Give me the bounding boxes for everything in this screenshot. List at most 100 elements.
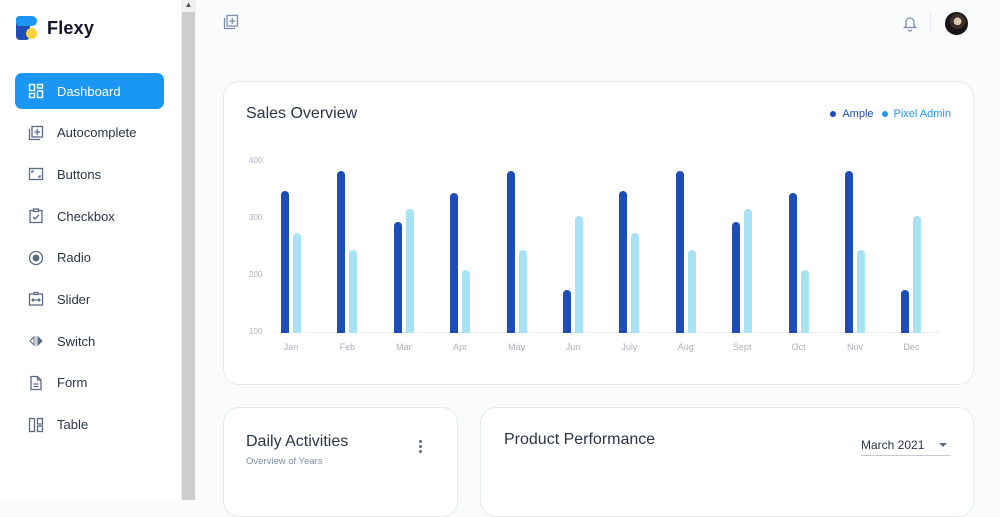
logo[interactable]: Flexy (16, 16, 94, 40)
x-axis-line (274, 332, 940, 333)
x-tick-label: Sept (732, 342, 752, 352)
bar-pixel-admin[interactable] (744, 208, 753, 333)
document-icon (28, 375, 44, 391)
card-title: Sales Overview (246, 105, 358, 122)
sidebar-item-switch[interactable]: Switch (15, 323, 164, 359)
bar-pixel-admin[interactable] (462, 270, 471, 333)
daily-activities-card: Daily Activities Overview of Years (223, 407, 458, 517)
sidebar-nav: Dashboard Autocomplete Buttons Checkbox … (15, 73, 164, 448)
sidebar-item-label: Autocomplete (57, 125, 137, 141)
bar-pixel-admin[interactable] (405, 208, 414, 333)
bar-pixel-admin[interactable] (687, 250, 696, 333)
bar-ample[interactable] (506, 170, 515, 333)
sidebar-item-table[interactable]: Table (15, 407, 164, 443)
sidebar-item-label: Dashboard (57, 83, 121, 99)
library-add-icon[interactable] (223, 14, 239, 30)
y-tick-label: 200 (249, 270, 263, 279)
more-vertical-icon[interactable] (419, 440, 423, 455)
bar-ample[interactable] (675, 170, 684, 333)
library-add-icon (28, 125, 44, 141)
sidebar-scrollbar[interactable]: ▲ (181, 0, 196, 500)
legend-dot-icon (830, 111, 837, 117)
sales-bar-chart: 100 200 300 400 Jan Feb Mar Apr May Jun July Aug Sep… (224, 82, 975, 386)
x-tick-label: Dec (903, 342, 920, 352)
sidebar-item-label: Slider (57, 291, 91, 307)
bell-icon[interactable] (902, 14, 918, 32)
bar-ample[interactable] (845, 170, 853, 333)
dashboard-icon (28, 83, 44, 99)
scrollbar-thumb[interactable] (182, 12, 195, 500)
legend-label: Pixel Admin (893, 108, 951, 120)
bar-ample[interactable] (393, 221, 402, 333)
bar-pixel-admin[interactable] (575, 216, 583, 333)
x-tick-label: Aug (677, 342, 694, 352)
radio-button-icon (28, 250, 44, 266)
x-tick-label: Jan (283, 342, 299, 352)
clipboard-check-icon (28, 208, 44, 224)
bar-ample[interactable] (450, 193, 459, 333)
card-subtitle: Overview of Years (246, 456, 323, 467)
y-tick-label: 300 (249, 213, 263, 222)
aspect-ratio-icon (28, 166, 44, 182)
topbar-divider (930, 12, 931, 34)
sidebar: Flexy Dashboard Autocomplete Buttons Che… (0, 0, 181, 500)
bar-ample[interactable] (619, 190, 628, 333)
app-name: Flexy (47, 17, 95, 38)
chevron-down-icon (939, 442, 947, 447)
month-select-value: March 2021 (861, 437, 925, 452)
legend-dot-icon (881, 111, 888, 117)
chart-legend: Ample Pixel Admin (822, 108, 951, 120)
sidebar-item-autocomplete[interactable]: Autocomplete (15, 115, 164, 151)
topbar (196, 0, 1000, 48)
sidebar-item-label: Radio (57, 250, 91, 266)
user-avatar[interactable] (945, 12, 968, 35)
sales-overview-card: Sales Overview Ample Pixel Admin 100 200 3… (223, 81, 974, 385)
flexy-logo-icon (16, 16, 38, 40)
bar-pixel-admin[interactable] (857, 250, 865, 333)
table-layout-icon (28, 417, 44, 433)
bar-ample[interactable] (281, 190, 289, 333)
card-title: Product Performance (504, 431, 656, 448)
sidebar-item-buttons[interactable]: Buttons (15, 156, 164, 192)
sidebar-item-slider[interactable]: Slider (15, 281, 164, 317)
x-tick-label: Apr (453, 342, 468, 352)
x-tick-label: Jun (565, 342, 581, 352)
legend-label: Ample (842, 108, 874, 120)
sidebar-item-label: Form (57, 375, 88, 391)
sidebar-item-label: Switch (57, 333, 96, 349)
sidebar-item-label: Table (57, 417, 89, 432)
sidebar-item-radio[interactable]: Radio (15, 240, 164, 276)
x-tick-label: Feb (339, 342, 356, 352)
bar-pixel-admin[interactable] (518, 250, 527, 333)
card-title: Daily Activities (246, 433, 349, 450)
scroll-up-arrow-icon[interactable]: ▲ (184, 0, 193, 9)
switch-icon (28, 333, 44, 349)
legend-item-pixel-admin[interactable]: Pixel Admin (881, 108, 951, 120)
legend-item-ample[interactable]: Ample (830, 108, 874, 120)
sidebar-item-label: Checkbox (57, 208, 115, 224)
bar-ample[interactable] (337, 170, 346, 333)
y-tick-label: 400 (249, 156, 263, 165)
slider-icon (28, 291, 44, 307)
bar-pixel-admin[interactable] (293, 233, 301, 333)
bar-pixel-admin[interactable] (631, 233, 640, 333)
bar-ample[interactable] (563, 290, 571, 333)
y-tick-label: 100 (249, 327, 263, 336)
x-tick-label: May (508, 342, 526, 352)
bar-ample[interactable] (901, 290, 910, 333)
bar-ample[interactable] (788, 193, 797, 333)
x-tick-label: July (621, 342, 638, 352)
x-tick-label: Mar (396, 342, 412, 352)
month-select[interactable]: March 2021 (861, 434, 951, 456)
sidebar-item-label: Buttons (57, 166, 102, 182)
bar-pixel-admin[interactable] (800, 270, 809, 333)
sidebar-item-checkbox[interactable]: Checkbox (15, 198, 164, 234)
sidebar-item-form[interactable]: Form (15, 365, 164, 401)
x-tick-label: Nov (846, 342, 863, 352)
bar-pixel-admin[interactable] (913, 216, 922, 333)
bar-ample[interactable] (732, 221, 741, 333)
sidebar-item-dashboard[interactable]: Dashboard (15, 73, 164, 109)
bar-pixel-admin[interactable] (349, 250, 358, 333)
x-tick-label: Oct (791, 342, 806, 352)
product-performance-card: Product Performance March 2021 (480, 407, 974, 517)
